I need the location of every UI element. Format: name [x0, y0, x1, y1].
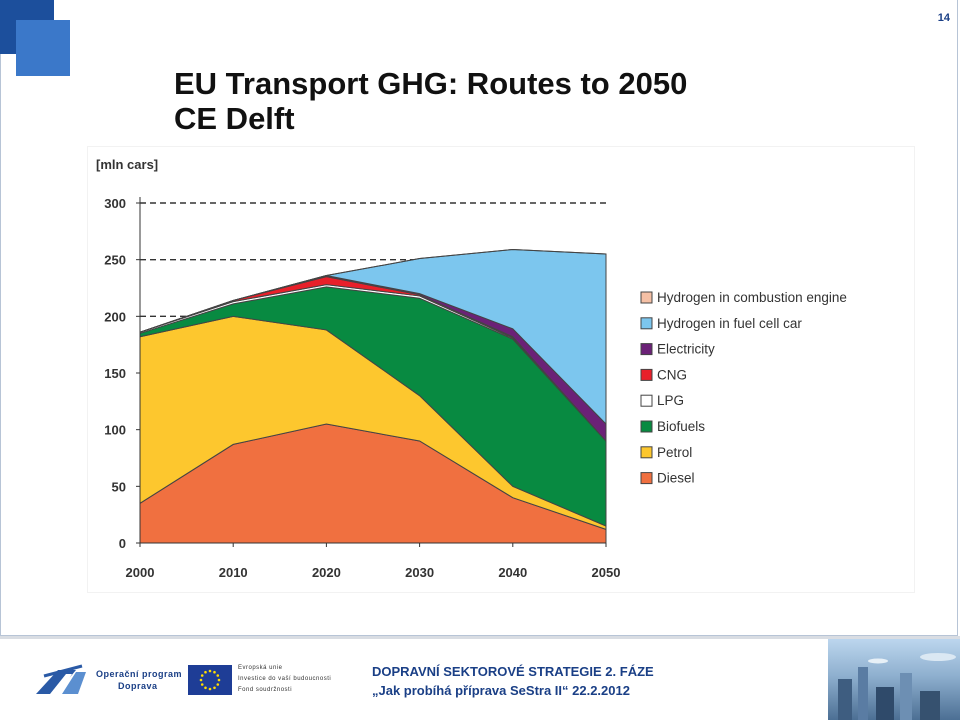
strategy-subtitle: „Jak probíhá příprava SeStra II“ 22.2.20… — [372, 683, 630, 698]
x-tick-label-2050: 2050 — [592, 565, 621, 580]
x-tick-label-2000: 2000 — [126, 565, 155, 580]
eu-star-icon — [213, 670, 216, 674]
eu-star-icon — [204, 686, 207, 690]
page-number: 14 — [937, 12, 950, 24]
legend-swatch-lpg — [640, 394, 653, 407]
y-axis-label: [mln cars] — [96, 157, 158, 172]
road-logo-icon — [36, 664, 86, 694]
eu-star-icon — [208, 687, 212, 691]
x-tick-label-2030: 2030 — [405, 565, 434, 580]
eu-star-icon — [213, 686, 216, 690]
corner-square-light — [16, 20, 70, 76]
legend-swatch-biofuels — [640, 420, 653, 433]
footer-bar — [0, 636, 960, 723]
legend-label-cng: CNG — [657, 367, 687, 382]
eu-star-icon — [200, 674, 204, 677]
eu-star-icon — [217, 678, 221, 682]
legend-swatch-hydrogen-in-combustion-engine — [640, 291, 653, 304]
slide-title: EU Transport GHG: Routes to 2050 CE Delf… — [174, 66, 687, 136]
eu-star-icon — [199, 678, 203, 682]
legend-label-hydrogen-in-combustion-engine: Hydrogen in combustion engine — [657, 290, 847, 305]
y-tick-label-50: 50 — [112, 479, 126, 494]
x-tick-label-2040: 2040 — [498, 565, 527, 580]
futuristic-city-image — [828, 639, 960, 720]
y-tick-label-200: 200 — [104, 309, 126, 324]
legend-swatch-cng — [640, 368, 653, 381]
legend-label-electricity: Electricity — [657, 342, 715, 357]
area-hydrogen-in-combustion-engine — [139, 248, 607, 333]
legend-label-petrol: Petrol — [657, 445, 692, 460]
stacked-area-chart: [mln cars] 0 50 100 150 200 250 300 2000 2010 2020… — [96, 157, 847, 580]
legend-label-diesel: Diesel — [657, 471, 695, 486]
eu-star-icon — [208, 669, 212, 673]
y-tick-label-100: 100 — [104, 423, 126, 438]
legend-label-lpg: LPG — [657, 393, 684, 408]
eu-star-icon — [216, 674, 220, 677]
eu-flag-icon — [188, 665, 232, 695]
eu-caption: Evropská unie Investice do vaší budoucno… — [238, 665, 332, 693]
y-tick-label-150: 150 — [104, 366, 126, 381]
title-line-2: CE Delft — [174, 101, 295, 136]
eu-star-icon — [216, 683, 220, 686]
legend-swatch-hydrogen-in-fuel-cell-car — [640, 317, 653, 330]
y-tick-label-0: 0 — [119, 536, 126, 551]
legend-swatch-petrol — [640, 446, 653, 459]
legend-swatch-electricity — [640, 343, 653, 356]
y-tick-label-300: 300 — [104, 196, 126, 211]
eu-star-icon — [200, 683, 204, 686]
x-tick-label-2020: 2020 — [312, 565, 341, 580]
program-name: Operační program Doprava — [96, 669, 183, 691]
eu-star-icon — [204, 670, 207, 674]
y-tick-label-250: 250 — [104, 253, 126, 268]
x-tick-label-2010: 2010 — [219, 565, 248, 580]
legend-swatch-diesel — [640, 472, 653, 485]
legend-label-biofuels: Biofuels — [657, 419, 705, 434]
slide-frame — [0, 0, 958, 636]
title-line-1: EU Transport GHG: Routes to 2050 — [174, 66, 688, 101]
operacni-program-logo: Operační program Doprava — [36, 662, 186, 703]
strategy-title: DOPRAVNÍ SEKTOROVÉ STRATEGIE 2. FÁZE — [372, 664, 654, 679]
legend-label-hydrogen-in-fuel-cell-car: Hydrogen in fuel cell car — [657, 316, 802, 331]
